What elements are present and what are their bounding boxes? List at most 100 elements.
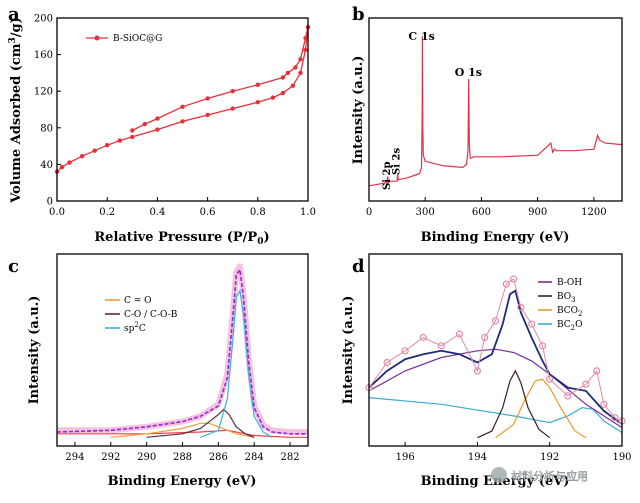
series-c-o-c-o-b [146,408,255,438]
panel-c-xtick-label-4: 286 [209,452,228,463]
panel-b-ticks: 0 300 600 900 1200 [366,197,607,218]
adsorption-point-16 [298,70,303,76]
desorption-point-10 [155,116,160,121]
panel-c-label: c [8,256,19,277]
desorption-point-9 [180,104,185,110]
adsorption-point-5 [105,143,110,148]
panel-d-xtick-label-3: 190 [612,452,631,463]
legend-c-o-b: C-O / C-O-B [124,310,178,320]
panel-c-series [56,263,308,438]
watermark-icon [491,467,507,483]
panel-a-ticks: 0.0 0.2 0.4 0.6 0.8 1.0 0 40 80 120 160 200 [34,14,316,219]
legend-bc2o-main: BC [557,320,571,330]
panel-c-xtick-label-3: 288 [173,452,192,463]
panel-c-xtick-label-6: 282 [281,452,300,463]
series-sp2c [200,288,273,438]
panel-c: c 294 292 290 288 286 284 282 C = O C-O / C-O-… [8,253,309,489]
panel-c-xlabel: Binding Energy (eV) [108,474,257,489]
raw-point-19 [611,414,619,422]
series-c-o [110,422,255,438]
adsorption-point-14 [280,90,286,96]
series-fit [368,289,623,426]
adsorption-point-17 [303,47,308,53]
panel-b-ylabel: Intensity (a.u.) [351,56,366,165]
watermark-text: 材料分析与应用 [511,469,588,483]
peak-label-1: O 1s [455,66,482,79]
panel-a-ytick-label-2: 80 [40,123,53,134]
raw-point-5 [455,330,463,338]
panel-a-xtick-label-2: 0.4 [149,207,165,218]
panel-b-xlabel: Binding Energy (eV) [421,230,570,245]
panel-d-series [365,275,626,439]
raw-point-14 [546,375,554,383]
raw-point-17 [593,367,601,375]
panel-a-ylabel: Volume Adsorbed (cm3/g) [8,17,24,204]
raw-point-1 [383,358,391,367]
panel-d-xtick-label-2: 192 [540,452,559,463]
raw-point-2 [401,347,409,355]
series-raw [368,278,623,422]
panel-a-ylabel-sup: 3 [8,37,18,43]
panel-c-xtick-label-0: 294 [65,452,84,463]
series-bc2o [368,397,623,434]
legend-bc2o-sub: 2 [571,324,575,332]
legend-sp2c-main: sp [124,324,135,334]
panel-d-ticks: 196 194 192 190 [396,442,632,463]
panel-b-xtick-label-2: 600 [472,207,491,218]
legend-bo3-main: BO [557,292,571,302]
panel-d-xtick-label-0: 196 [396,452,415,463]
desorption-point-5 [280,75,286,80]
legend-sp2c-sup: 2 [134,321,138,329]
adsorption-point-2 [67,160,72,165]
legend-sp2c: sp2C [124,321,146,334]
desorption-point-7 [230,89,235,94]
series-fit [56,267,308,435]
panel-a-ylabel-main: Volume Adsorbed (cm [9,43,24,204]
desorption-point-1 [303,35,308,41]
desorption-point-3 [293,65,298,70]
panel-a-ytick-label-1: 40 [40,160,53,171]
raw-point-18 [600,400,608,408]
panel-d: d 196 194 192 190 B-OH BO3 BCO2 BC2O Bindin… [341,253,632,489]
adsorption-point-10 [205,112,210,118]
peak-label-0: C 1s [408,30,434,43]
series-bo3 [477,369,551,439]
adsorption-point-6 [117,138,123,143]
raw-point-6 [473,367,481,375]
desorption-point-12 [130,128,135,133]
panel-a-ytick-label-5: 200 [34,14,53,25]
panel-c-ticks: 294 292 290 288 286 284 282 [65,442,300,463]
panel-d-xtick-label-1: 194 [468,452,487,463]
legend-sp2c-end: C [139,324,146,334]
adsorption-point-15 [290,83,296,88]
raw-point-13 [538,342,547,350]
panel-a-ytick-label-4: 160 [34,50,53,61]
legend-bo3-sub: 3 [571,296,575,304]
series-raw [57,263,308,435]
panel-a: a 0.0 0.2 0.4 0.6 0.8 1.0 0 40 80 120 160 200 B-SiO… [8,4,316,247]
panel-b-label: b [352,4,365,25]
adsorption-point-4 [92,148,97,153]
raw-point-4 [437,342,445,350]
raw-point-15 [564,392,572,400]
raw-point-16 [582,380,590,388]
raw-point-8 [491,317,500,325]
panel-c-ylabel: Intensity (a.u.) [27,296,42,405]
peak-label-3: Si 2p [382,162,393,190]
legend-bc2o-end: O [575,320,582,330]
adsorption-point-1 [59,164,65,170]
adsorption-point-8 [155,127,160,132]
panel-a-xlabel-sub: 0 [257,237,263,247]
panel-a-xlabel: Relative Pressure (P/P0) [94,230,269,247]
desorption-point-11 [142,121,147,127]
panel-c-xtick-label-1: 292 [101,452,120,463]
panel-d-ylabel: Intensity (a.u.) [341,296,356,405]
legend-bco2-sub: 2 [578,310,582,318]
adsorption-point-7 [130,134,135,140]
panel-a-xlabel-end: ) [263,230,269,245]
legend-marker-bsioc [94,35,100,41]
adsorption-point-9 [180,119,185,124]
panel-c-xtick-label-5: 284 [245,452,264,463]
